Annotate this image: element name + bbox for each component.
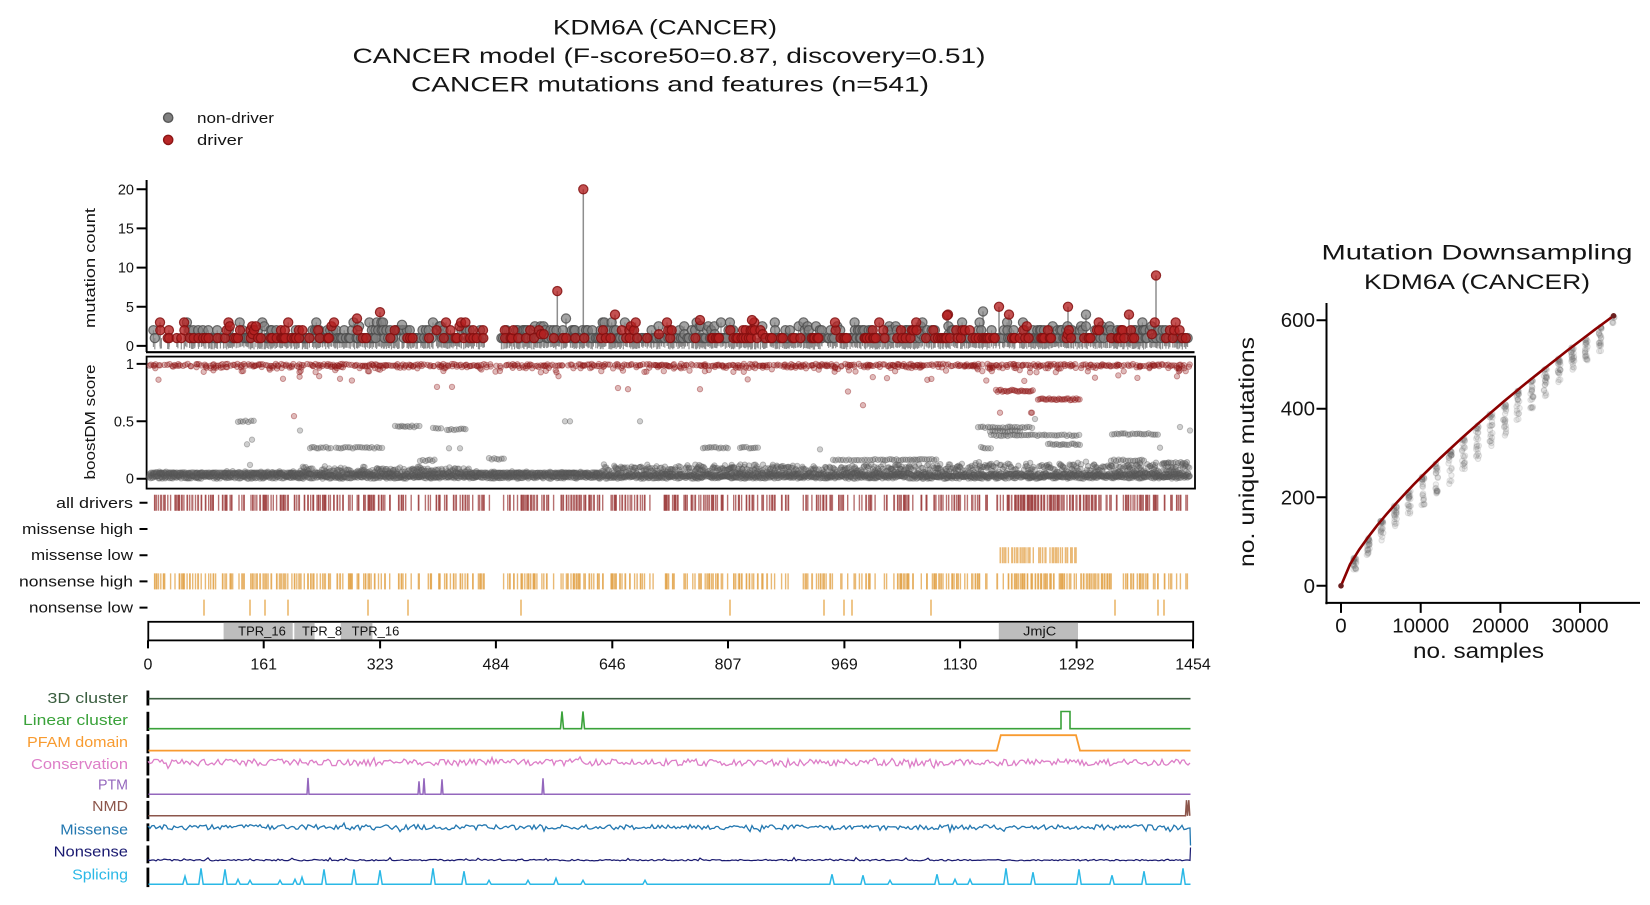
svg-text:969: 969	[831, 657, 858, 674]
svg-text:no. unique mutations: no. unique mutations	[1236, 337, 1259, 567]
svg-text:0: 0	[126, 472, 134, 488]
svg-text:nonsense low: nonsense low	[29, 601, 134, 617]
svg-text:200: 200	[1281, 486, 1315, 509]
svg-text:10: 10	[118, 261, 134, 277]
svg-text:0: 0	[144, 657, 153, 674]
svg-text:driver: driver	[197, 132, 243, 149]
svg-text:TPR_8: TPR_8	[302, 625, 342, 639]
svg-text:30000: 30000	[1552, 615, 1609, 638]
svg-text:20: 20	[118, 182, 134, 198]
svg-text:TPR_16: TPR_16	[352, 625, 400, 639]
svg-text:600: 600	[1281, 309, 1315, 332]
svg-text:all drivers: all drivers	[56, 496, 133, 512]
svg-text:0.5: 0.5	[114, 414, 134, 430]
svg-text:CANCER model (F-score50=0.87,: CANCER model (F-score50=0.87, discovery=…	[353, 45, 986, 68]
svg-text:no. samples: no. samples	[1413, 640, 1544, 663]
svg-text:Conservation: Conservation	[31, 756, 128, 773]
svg-text:15: 15	[118, 221, 134, 237]
svg-text:mutation count: mutation count	[82, 207, 99, 328]
svg-text:non-driver: non-driver	[197, 110, 274, 127]
svg-text:CANCER mutations and features: CANCER mutations and features (n=541)	[411, 74, 929, 97]
svg-text:3D cluster: 3D cluster	[47, 690, 128, 707]
svg-text:missense high: missense high	[22, 522, 133, 538]
svg-text:1454: 1454	[1175, 657, 1211, 674]
svg-text:1: 1	[126, 357, 134, 373]
svg-text:Mutation Downsampling: Mutation Downsampling	[1322, 242, 1633, 265]
svg-text:KDM6A (CANCER): KDM6A (CANCER)	[553, 17, 777, 40]
svg-text:5: 5	[126, 300, 134, 316]
svg-text:807: 807	[715, 657, 742, 674]
svg-text:400: 400	[1281, 398, 1315, 421]
svg-text:0: 0	[126, 339, 134, 355]
svg-text:20000: 20000	[1472, 615, 1529, 638]
svg-text:0: 0	[1335, 615, 1346, 638]
svg-text:Splicing: Splicing	[72, 867, 128, 884]
svg-text:Linear cluster: Linear cluster	[23, 712, 128, 729]
svg-text:PTM: PTM	[98, 777, 128, 794]
svg-text:Nonsense: Nonsense	[54, 844, 128, 861]
svg-text:1292: 1292	[1059, 657, 1095, 674]
svg-text:PFAM domain: PFAM domain	[27, 734, 128, 751]
svg-text:nonsense high: nonsense high	[19, 574, 133, 590]
svg-text:boostDM score: boostDM score	[82, 365, 99, 480]
svg-text:10000: 10000	[1392, 615, 1449, 638]
svg-text:484: 484	[483, 657, 510, 674]
svg-text:TPR_16: TPR_16	[238, 625, 286, 639]
svg-text:NMD: NMD	[92, 798, 128, 815]
svg-text:KDM6A (CANCER): KDM6A (CANCER)	[1364, 271, 1590, 294]
svg-text:Missense: Missense	[60, 822, 128, 839]
svg-text:161: 161	[250, 657, 277, 674]
svg-text:0: 0	[1304, 575, 1315, 598]
svg-text:323: 323	[367, 657, 394, 674]
svg-text:646: 646	[599, 657, 626, 674]
svg-text:1130: 1130	[943, 657, 978, 674]
svg-text:JmjC: JmjC	[1023, 625, 1056, 639]
svg-text:missense low: missense low	[31, 548, 134, 564]
